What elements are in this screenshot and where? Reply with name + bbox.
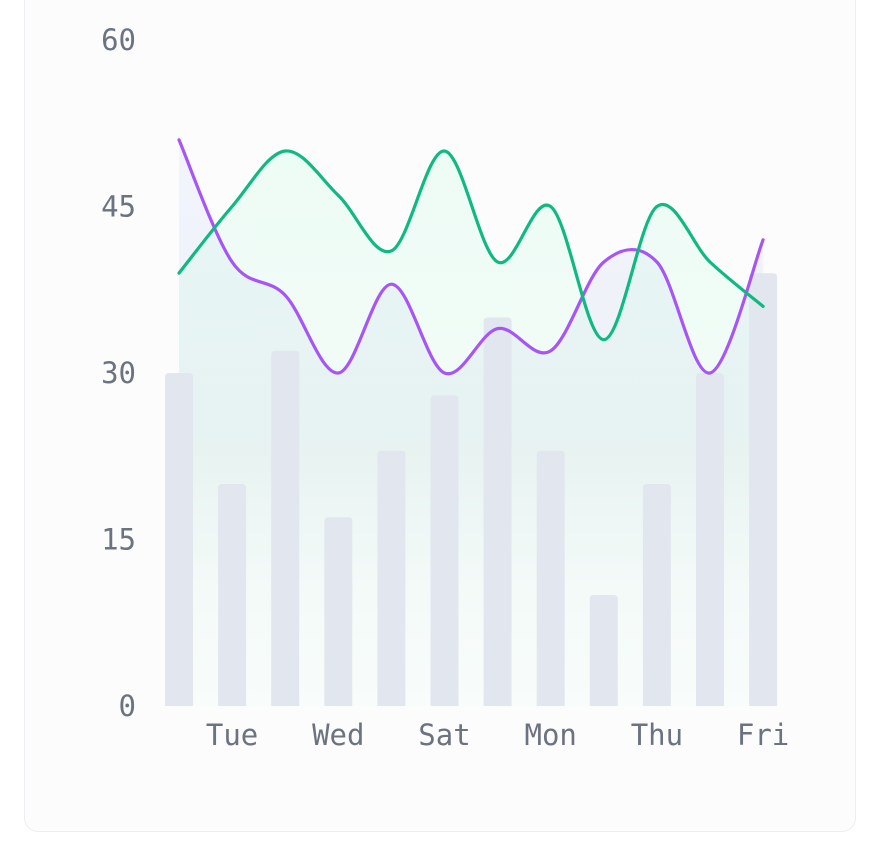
- area-fill-1: [179, 150, 764, 706]
- x-axis-ticks: Tue Wed Sat Mon Thu Fri: [206, 718, 789, 752]
- x-tick-label: Mon: [525, 718, 577, 752]
- x-tick-label: Sat: [418, 718, 470, 752]
- y-tick-label: 30: [101, 356, 136, 390]
- x-tick-label: Thu: [631, 718, 683, 752]
- bar-7: [536, 450, 565, 706]
- line-layer: [177, 138, 765, 376]
- bar-9: [642, 484, 671, 706]
- y-tick-label: 0: [119, 689, 136, 723]
- bar-4: [377, 450, 406, 706]
- series-line-0: [177, 138, 765, 376]
- x-tick-label: Wed: [312, 718, 364, 752]
- series-line-1: [177, 149, 765, 342]
- area-fill-layer: [179, 139, 764, 706]
- x-tick-label: Tue: [206, 718, 258, 752]
- bar-layer: [165, 273, 778, 706]
- bar-11: [749, 273, 778, 706]
- y-axis-ticks: 0 15 30 45 60: [101, 23, 136, 723]
- bar-10: [696, 373, 724, 706]
- y-tick-label: 60: [101, 23, 136, 57]
- bar-8: [589, 595, 618, 706]
- y-tick-label: 15: [101, 523, 136, 557]
- y-tick-label: 45: [101, 190, 136, 224]
- bar-1: [218, 484, 247, 706]
- bar-2: [271, 350, 300, 706]
- x-tick-label: Fri: [737, 718, 789, 752]
- bar-0: [165, 373, 193, 706]
- bar-5: [430, 395, 459, 706]
- bar-3: [324, 517, 353, 706]
- bar-6: [483, 317, 512, 706]
